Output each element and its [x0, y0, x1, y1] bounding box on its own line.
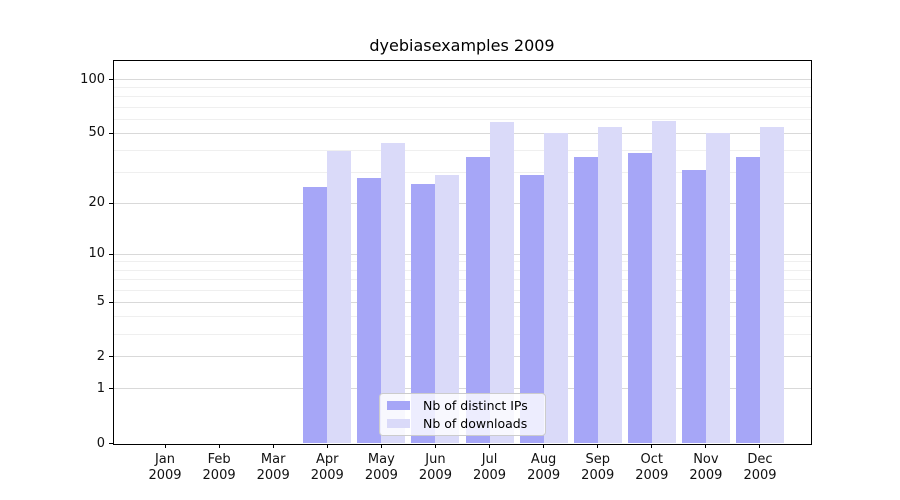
minor-gridline — [113, 278, 811, 280]
x-tick-label: Feb 2009 — [202, 452, 236, 483]
legend-label-downloads: Nb of downloads — [423, 415, 528, 431]
minor-gridline — [113, 269, 811, 271]
major-gridline — [113, 388, 811, 390]
major-gridline — [113, 356, 811, 358]
minor-gridline — [113, 261, 811, 263]
bar-downloads — [759, 127, 784, 444]
x-tick-mark — [759, 444, 761, 448]
minor-gridline — [113, 289, 811, 291]
x-tick-label: Sep 2009 — [581, 452, 615, 483]
y-tick-mark — [109, 443, 113, 444]
x-tick-label: Jul 2009 — [472, 452, 507, 483]
chart-title: dyebiasexamples 2009 — [369, 36, 555, 55]
x-tick-mark — [489, 444, 491, 448]
bar-distinct-ips — [357, 177, 382, 444]
y-tick-mark — [109, 356, 113, 358]
y-tick-label: 20 — [88, 195, 105, 211]
major-gridline — [113, 202, 811, 204]
minor-gridline — [113, 106, 811, 108]
x-tick-mark — [380, 444, 382, 448]
major-gridline — [113, 132, 811, 134]
x-tick-label: Jan 2009 — [148, 452, 182, 483]
y-tick-label: 2 — [96, 348, 105, 364]
legend: Nb of distinct IPs Nb of downloads — [379, 393, 546, 436]
minor-gridline — [113, 316, 811, 318]
bar-downloads — [597, 127, 622, 444]
x-tick-label: Aug 2009 — [527, 452, 561, 483]
x-tick-mark — [434, 444, 436, 448]
x-tick-label: Jun 2009 — [418, 452, 452, 483]
axes-frame — [113, 60, 812, 445]
x-tick-mark — [272, 444, 274, 448]
minor-gridline — [113, 172, 811, 174]
bar-distinct-ips — [627, 152, 652, 444]
minor-gridline — [113, 96, 811, 98]
legend-item-downloads: Nb of downloads — [387, 416, 538, 431]
x-tick-mark — [543, 444, 545, 448]
legend-label-distinct-ips: Nb of distinct IPs — [423, 398, 528, 414]
x-tick-mark — [651, 444, 653, 448]
y-tick-mark — [109, 388, 113, 390]
x-tick-mark — [326, 444, 328, 448]
legend-swatch-downloads — [387, 418, 410, 428]
bar-downloads — [327, 150, 352, 444]
bar-downloads — [543, 133, 568, 444]
legend-item-distinct-ips: Nb of distinct IPs — [387, 398, 538, 413]
y-tick-label: 5 — [96, 294, 105, 310]
minor-gridline — [113, 333, 811, 335]
y-tick-label: 100 — [80, 71, 105, 87]
bar-distinct-ips — [573, 156, 598, 444]
legend-swatch-distinct-ips — [387, 401, 410, 411]
bar-downloads — [489, 121, 514, 444]
minor-gridline — [113, 118, 811, 120]
y-tick-mark — [109, 202, 113, 204]
minor-gridline — [113, 150, 811, 152]
y-tick-mark — [109, 301, 113, 303]
y-tick-label: 1 — [96, 380, 105, 396]
bar-distinct-ips — [681, 170, 706, 444]
major-gridline — [113, 253, 811, 255]
y-tick-mark — [109, 253, 113, 255]
x-tick-mark — [705, 444, 707, 448]
bar-distinct-ips — [735, 156, 760, 444]
y-tick-label: 0 — [96, 435, 105, 451]
x-tick-mark — [218, 444, 220, 448]
bar-downloads — [651, 120, 676, 444]
x-tick-label: May 2009 — [364, 452, 398, 483]
bar-distinct-ips — [303, 186, 328, 444]
x-tick-label: Apr 2009 — [310, 452, 344, 483]
y-tick-mark — [109, 79, 113, 80]
bar-downloads — [705, 133, 730, 444]
x-tick-label: Oct 2009 — [635, 452, 669, 483]
y-tick-label: 50 — [88, 125, 105, 141]
x-tick-label: Nov 2009 — [689, 452, 723, 483]
x-tick-label: Dec 2009 — [743, 452, 777, 483]
major-gridline — [113, 79, 811, 80]
major-gridline — [113, 301, 811, 303]
minor-gridline — [113, 87, 811, 89]
x-tick-mark — [164, 444, 166, 448]
x-tick-label: Mar 2009 — [256, 452, 290, 483]
y-tick-mark — [109, 132, 113, 134]
x-tick-mark — [597, 444, 599, 448]
y-tick-label: 10 — [88, 246, 105, 262]
